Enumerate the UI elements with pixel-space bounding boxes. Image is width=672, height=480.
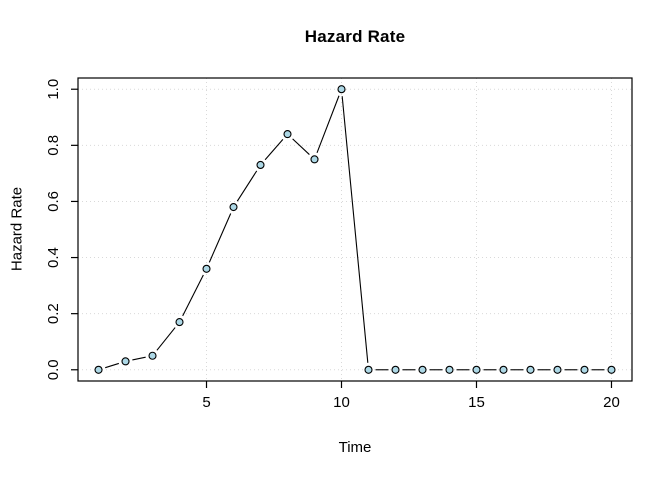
x-tick-label: 20 [603, 394, 620, 411]
data-point-marker [499, 365, 508, 374]
data-point-marker [94, 365, 103, 374]
y-tick-label: 0.2 [45, 303, 62, 324]
y-tick-label: 0.6 [45, 191, 62, 212]
series-segment [156, 327, 176, 351]
series-segment [105, 362, 119, 369]
x-tick-label: 5 [202, 394, 210, 411]
data-point-marker [229, 203, 238, 212]
series-segment [236, 170, 258, 202]
data-point-marker [418, 365, 427, 374]
series-segment [182, 274, 204, 317]
data-point-marker [580, 365, 589, 374]
series-segment [264, 139, 284, 161]
data-point-marker [202, 264, 211, 273]
data-point-marker [148, 351, 157, 360]
chart-title: Hazard Rate [304, 27, 406, 46]
data-point-marker [283, 130, 292, 139]
data-point-marker [391, 365, 400, 374]
data-point-marker [121, 357, 130, 366]
data-point-marker [256, 160, 265, 170]
y-tick-label: 0.0 [45, 359, 62, 380]
x-tick-label: 10 [333, 394, 350, 411]
y-tick-label: 0.8 [45, 135, 62, 156]
x-tick-label: 15 [468, 394, 485, 411]
plot-border [77, 77, 633, 382]
data-point-marker [472, 365, 481, 374]
data-point-marker [337, 85, 346, 94]
x-axis-label: Time [338, 439, 372, 456]
series-segment [208, 213, 232, 263]
y-tick-label: 0.4 [45, 247, 62, 268]
series-segment [316, 95, 340, 154]
data-point-marker [310, 155, 319, 164]
series-segment [341, 96, 369, 363]
data-point-marker [607, 365, 616, 374]
series-segment [132, 356, 146, 361]
data-point-marker [526, 365, 535, 374]
data-point-marker [445, 365, 454, 374]
data-point-marker [175, 318, 184, 327]
data-point-marker [364, 365, 373, 374]
y-tick-label: 1.0 [45, 79, 62, 100]
data-point-marker [553, 365, 562, 374]
series-segment [292, 138, 310, 155]
